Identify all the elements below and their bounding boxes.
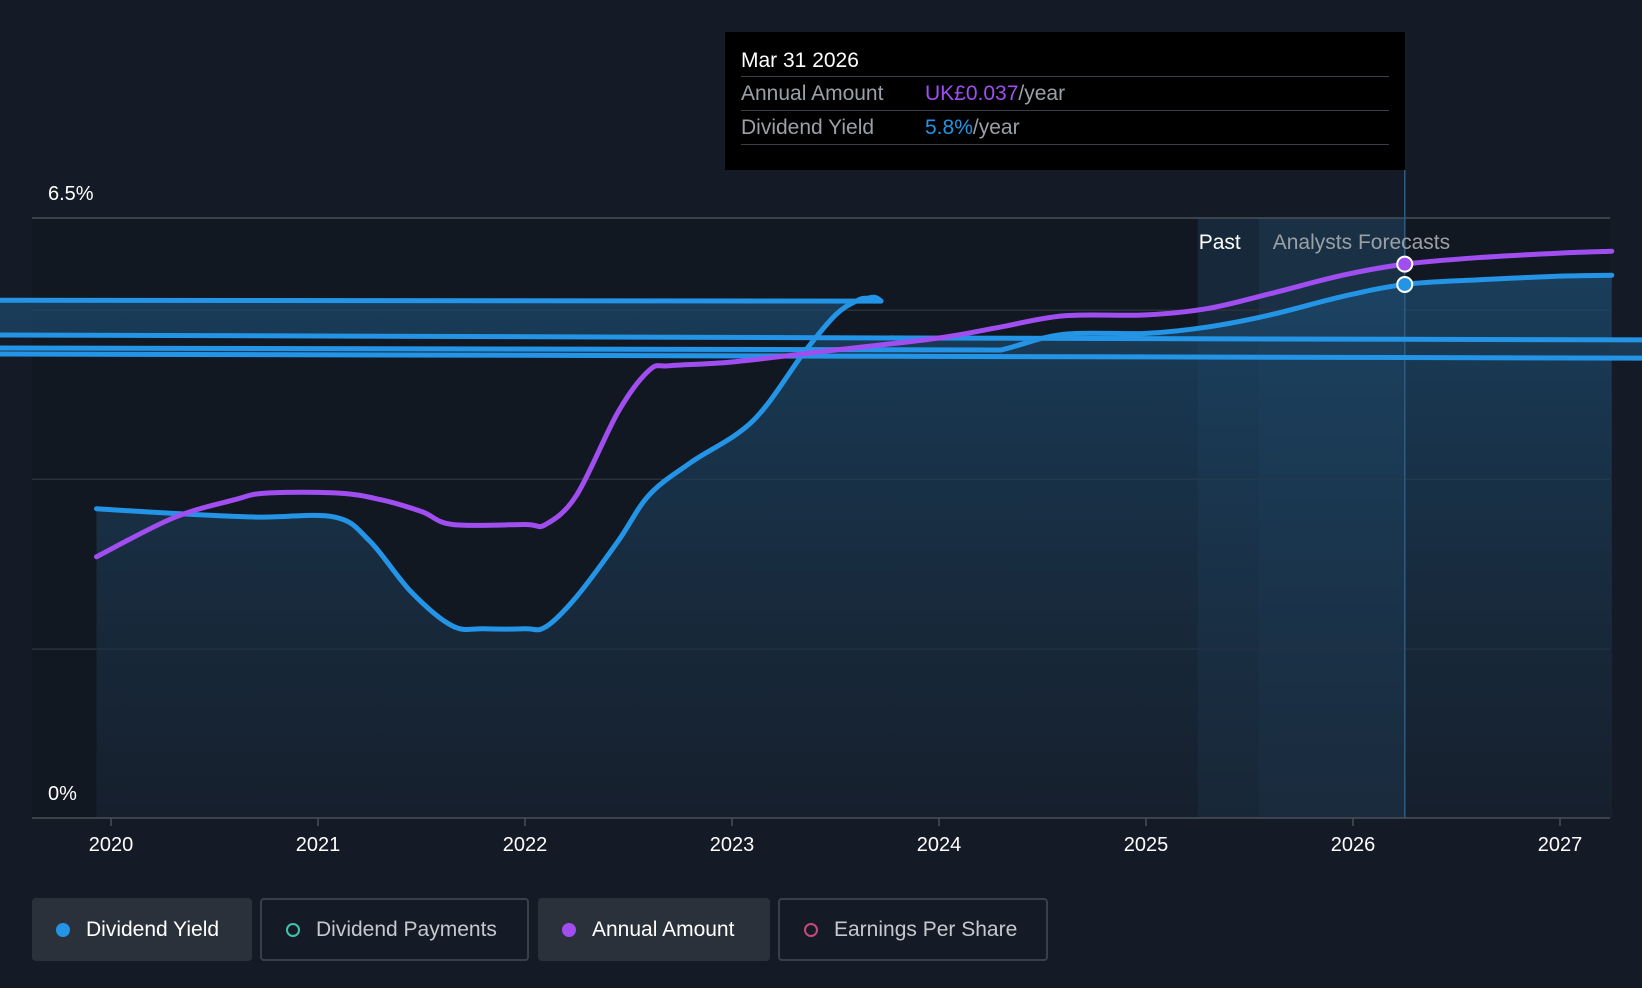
y-max-label: 6.5% (48, 183, 94, 205)
legend-annual-amount[interactable]: Annual Amount (538, 898, 770, 961)
tooltip: Mar 31 2026 Annual Amount UK£0.037/year D… (725, 32, 1405, 170)
dividend-payments-ring-icon (286, 922, 300, 937)
legend-label: Earnings Per Share (834, 917, 1018, 941)
tooltip-value: UK£0.037 (925, 82, 1019, 105)
x-tick-label: 2022 (503, 834, 548, 856)
legend-label: Annual Amount (592, 917, 735, 941)
forecast-label: Analysts Forecasts (1273, 231, 1450, 254)
legend-dividend-yield[interactable]: Dividend Yield (32, 898, 252, 961)
earnings-per-share-ring-icon (804, 922, 818, 937)
hover-marker-annual-amount (1396, 255, 1414, 273)
tooltip-row-dividend-yield: Dividend Yield 5.8%/year (741, 110, 1389, 145)
y-min-label: 0% (48, 783, 77, 805)
annual-amount-dot-icon (562, 922, 576, 937)
x-axis-ticks: 2020 2021 2022 2023 2024 2025 2026 2027 (89, 818, 1583, 856)
x-tick-label: 2020 (89, 834, 134, 856)
hover-marker-dividend-yield (1396, 275, 1414, 293)
x-tick-label: 2021 (296, 834, 341, 856)
series-layer (0, 248, 1642, 818)
x-tick-label: 2023 (710, 834, 755, 856)
tooltip-label: Annual Amount (741, 82, 884, 105)
legend-earnings-per-share[interactable]: Earnings Per Share (778, 898, 1048, 961)
x-tick-label: 2025 (1124, 834, 1169, 856)
tooltip-label: Dividend Yield (741, 116, 875, 139)
tooltip-date: Mar 31 2026 (741, 49, 859, 72)
tooltip-unit: /year (972, 116, 1020, 139)
tooltip-row-annual-amount: Annual Amount UK£0.037/year (741, 76, 1389, 110)
series-line-annual-amount (94, 248, 1615, 560)
tooltip-unit: /year (1018, 82, 1066, 105)
legend-label: Dividend Yield (86, 917, 220, 941)
tooltip-value: 5.8% (925, 116, 973, 139)
legend-dividend-payments[interactable]: Dividend Payments (260, 898, 529, 961)
x-tick-label: 2024 (917, 834, 962, 856)
dividend-yield-dot-icon (56, 922, 70, 937)
past-label: Past (1199, 231, 1241, 254)
legend-label: Dividend Payments (316, 917, 497, 941)
x-tick-label: 2026 (1331, 834, 1376, 856)
x-tick-label: 2027 (1538, 834, 1583, 856)
